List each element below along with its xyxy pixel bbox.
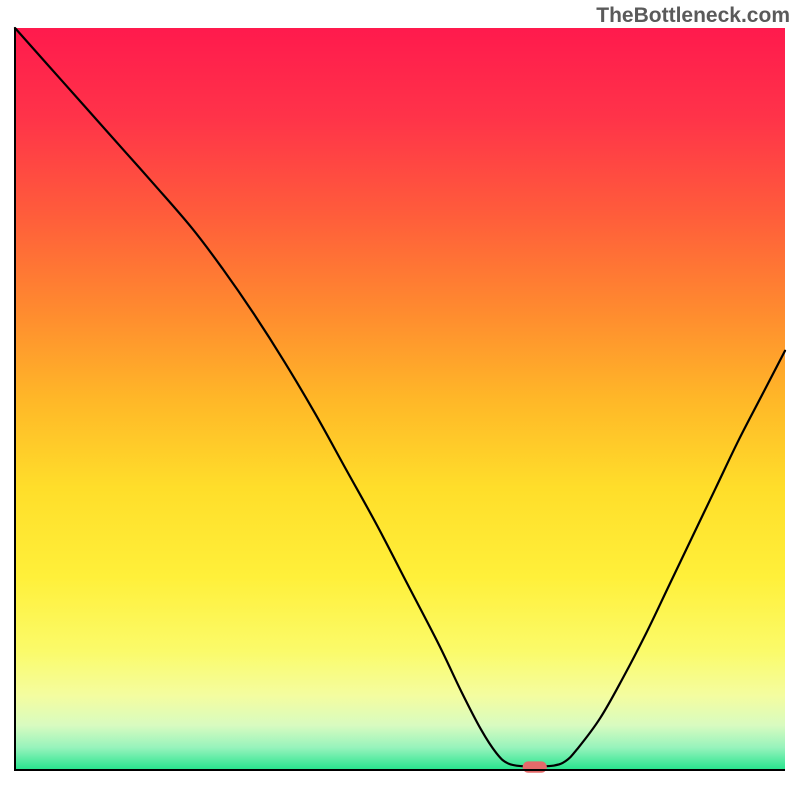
chart-background-gradient xyxy=(15,28,785,770)
watermark-text: TheBottleneck.com xyxy=(596,4,790,28)
bottleneck-chart-svg xyxy=(0,0,800,800)
